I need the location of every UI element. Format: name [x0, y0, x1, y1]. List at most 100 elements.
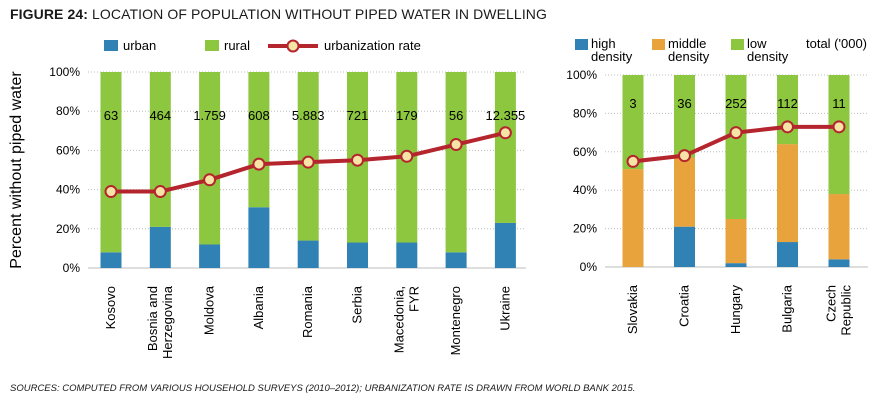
chart2-urbanization-point: [678, 149, 691, 163]
chart2-bar-low-density: [622, 75, 644, 170]
chart2-bar-low-density: [828, 75, 850, 195]
chart2-y-tick-label: 0%: [580, 260, 598, 274]
chart1-data-label: 179: [396, 108, 418, 123]
chart2-bar-low-density: [674, 75, 695, 158]
chart1-data-label: 63: [104, 108, 118, 123]
chart1-urbanization-point: [252, 157, 266, 171]
chart2-category-label: Bulgaria: [780, 284, 795, 332]
chart2-bar-middle-density: [828, 194, 850, 260]
chart2-y-tick-label: 20%: [573, 222, 597, 236]
chart2-bar-high-density: [777, 242, 798, 267]
chart2-y-tick-label: 40%: [573, 183, 597, 197]
chart1-bar-urban: [199, 244, 221, 268]
figure-title: FIGURE 24: LOCATION OF POPULATION WITHOU…: [10, 6, 547, 22]
chart2-bar-middle-density: [622, 169, 644, 267]
chart2-bar-middle-density: [725, 219, 747, 264]
chart1-urbanization-point: [449, 138, 463, 152]
chart2-urbanization-point: [781, 120, 794, 134]
chart1-y-tick-label: 100%: [49, 65, 80, 79]
chart2-y-tick-label: 100%: [566, 68, 597, 82]
chart1-data-label: 1.759: [193, 108, 226, 123]
legend-urban-swatch: [104, 40, 118, 51]
chart2-data-label: 11: [832, 96, 846, 111]
source-note: SOURCES: COMPUTED FROM VARIOUS HOUSEHOLD…: [10, 383, 636, 394]
chart1-bar-rural: [199, 72, 221, 245]
chart2-data-label: 36: [677, 96, 691, 111]
chart1-bar-rural: [248, 72, 270, 208]
chart1-urbanization-point: [203, 173, 217, 187]
chart2-category-label: Slovakia: [625, 284, 640, 334]
chart2-category-label: Croatia: [677, 284, 692, 327]
chart1-bar-rural: [149, 72, 171, 227]
chart2-urbanization-point: [729, 126, 743, 140]
chart1-y-tick-label: 20%: [56, 222, 80, 236]
legend-middle-density-swatch: [652, 39, 665, 50]
chart1-bar-rural: [100, 72, 122, 253]
chart1-category-label: Herzegovina: [160, 285, 175, 359]
chart1-category-label: Romania: [300, 285, 315, 338]
chart1-urbanization-point: [498, 126, 512, 140]
legend-middle-density-label: density: [668, 49, 710, 64]
chart2-y-tick-label: 80%: [573, 106, 597, 120]
legend-low-density-label: density: [747, 49, 789, 64]
chart1-category-label: Moldova: [202, 285, 217, 335]
chart2-bar-low-density: [725, 75, 747, 219]
chart1-bar-urban: [149, 226, 171, 268]
legend-rural-swatch: [205, 40, 219, 51]
chart2-bar-high-density: [674, 226, 695, 267]
chart1-urbanization-point: [104, 185, 118, 199]
legend-high-density-swatch: [575, 39, 588, 50]
chart1-category-label: Serbia: [350, 285, 365, 323]
chart2-bar-high-density: [828, 259, 850, 267]
chart1-category-label: FYR: [406, 286, 421, 312]
chart1-bar-urban: [297, 240, 319, 268]
chart1-category-label: Macedonia,: [391, 286, 406, 353]
chart1-y-tick-label: 80%: [56, 104, 80, 118]
legend-high-density-label: high: [591, 36, 616, 51]
chart1-data-label: 56: [449, 108, 463, 123]
chart1-bar-urban: [445, 252, 467, 268]
chart1-bar-rural: [445, 72, 467, 253]
chart1-category-label: Montenegro: [448, 286, 463, 355]
chart1-bar-urban: [347, 242, 368, 268]
chart1-category-label: Bosnia and: [145, 286, 160, 351]
y-axis-title: Percent without piped water: [8, 71, 25, 269]
legend-low-density-label: low: [747, 36, 767, 51]
chart2-category-label: Czech: [824, 285, 839, 322]
chart1-bar-urban: [100, 252, 122, 268]
chart2-y-tick-label: 60%: [573, 145, 597, 159]
chart1-data-label: 12.355: [486, 108, 526, 123]
chart1-category-label: Ukraine: [497, 286, 512, 331]
chart1-y-tick-label: 0%: [63, 261, 81, 275]
chart1-bar-urban: [494, 222, 516, 268]
chart1-urbanization-point: [301, 155, 315, 169]
chart1-data-label: 464: [149, 108, 171, 123]
legend-urbanization-marker: [286, 39, 300, 53]
chart1-data-label: 5.883: [292, 108, 325, 123]
chart1-data-label: 608: [248, 108, 270, 123]
chart1-urbanization-point: [400, 149, 414, 163]
chart1-y-tick-label: 40%: [56, 183, 80, 197]
chart1-bar-rural: [494, 72, 516, 223]
chart2-urbanization-point: [832, 120, 846, 134]
chart2-category-label: Republic: [839, 285, 854, 336]
chart1-bar-urban: [248, 207, 270, 268]
figure-label: FIGURE 24:: [10, 6, 89, 22]
chart2-data-label: 252: [725, 96, 747, 111]
legend-total-note: total ('000): [806, 36, 867, 51]
chart2-data-label: 3: [629, 96, 636, 111]
chart2-bar-middle-density: [674, 157, 695, 227]
chart1-data-label: 721: [347, 108, 369, 123]
legend-urbanization-label: urbanization rate: [324, 38, 421, 53]
chart2-bar-high-density: [725, 263, 747, 267]
legend-high-density-label: density: [591, 49, 633, 64]
legend-rural-label: rural: [224, 38, 250, 53]
chart1-bar-urban: [396, 242, 418, 268]
figure-title-text: LOCATION OF POPULATION WITHOUT PIPED WAT…: [92, 6, 548, 22]
chart1-urbanization-point: [153, 185, 167, 199]
chart1-category-label: Kosovo: [103, 286, 118, 329]
chart1-category-label: Albania: [251, 285, 266, 329]
legend-low-density-swatch: [731, 39, 744, 50]
legend-middle-density-label: middle: [668, 36, 706, 51]
